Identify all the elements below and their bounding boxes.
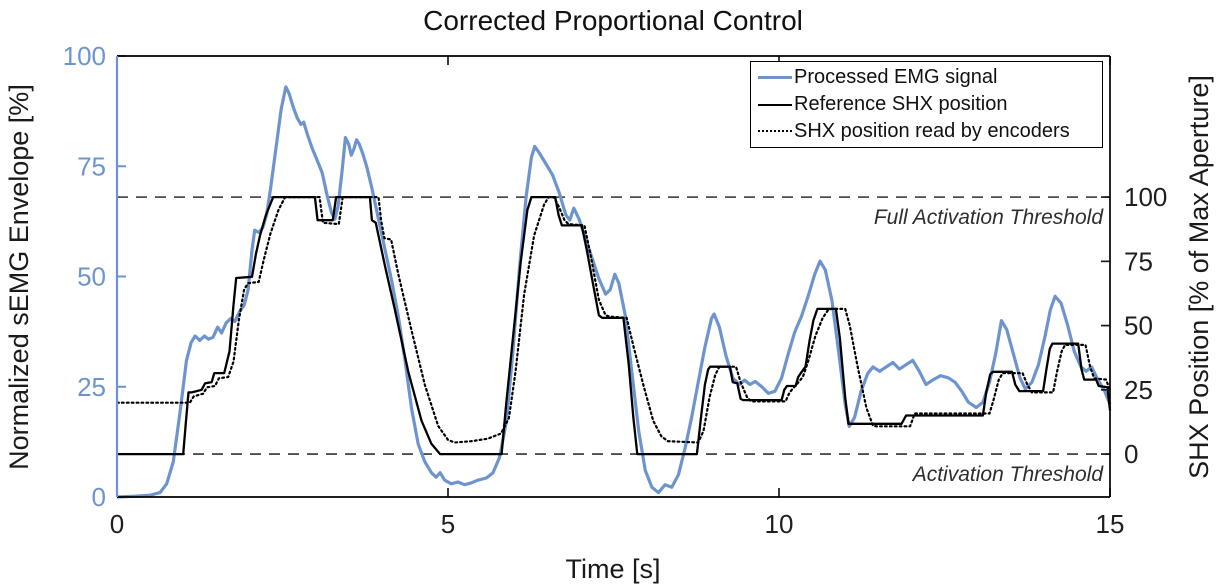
right-y-tick-label: 100 — [1124, 182, 1167, 212]
series-line-1 — [117, 195, 1112, 456]
legend-label: SHX position read by encoders — [794, 119, 1070, 142]
legend-item-emg: Processed EMG signal — [758, 65, 1098, 91]
right-y-tick-label: 75 — [1124, 246, 1153, 276]
left-y-tick-label: 25 — [77, 372, 106, 402]
series-layer — [115, 85, 1112, 499]
encoders-line-sample-icon — [758, 130, 792, 133]
x-tick-label: 0 — [110, 509, 124, 539]
right-y-tick-label: 50 — [1124, 311, 1153, 341]
reference-line-sample-icon — [758, 103, 792, 106]
legend: Processed EMG signal Reference SHX posit… — [750, 61, 1103, 148]
x-tick-label: 10 — [765, 509, 794, 539]
left-y-tick-label: 100 — [63, 41, 106, 71]
x-axis-label: Time [s] — [565, 554, 660, 584]
right-y-tick-label: 25 — [1124, 375, 1153, 405]
x-tick-label: 15 — [1096, 509, 1125, 539]
series-line-0 — [116, 85, 1112, 499]
chart-title: Corrected Proportional Control — [423, 5, 803, 36]
full-activation-threshold-annotation: Full Activation Threshold — [874, 206, 1104, 229]
legend-label: Reference SHX position — [794, 93, 1008, 115]
legend-item-encoders: SHX position read by encoders — [758, 118, 1098, 144]
left-y-axis-label: Normalized sEMG Envelope [%] — [4, 84, 34, 470]
left-y-tick-label: 0 — [92, 482, 106, 512]
x-tick-label: 5 — [441, 509, 455, 539]
series-line-2 — [115, 196, 1112, 444]
threshold-lines-layer — [117, 196, 1110, 455]
emg-line-sample-icon — [758, 76, 792, 80]
legend-label: Processed EMG signal — [794, 66, 998, 89]
right-y-tick-label: 0 — [1124, 439, 1138, 469]
left-y-tick-label: 75 — [77, 151, 106, 181]
ticks-layer: 0 5 10 15 0 25 50 75 100 0 25 50 75 100 — [63, 41, 1168, 539]
left-y-tick-label: 50 — [77, 262, 106, 292]
legend-item-reference: Reference SHX position — [758, 92, 1098, 118]
right-y-axis-label: SHX Position [% of Max Aperture] — [1184, 75, 1214, 479]
activation-threshold-annotation: Activation Threshold — [911, 463, 1105, 486]
